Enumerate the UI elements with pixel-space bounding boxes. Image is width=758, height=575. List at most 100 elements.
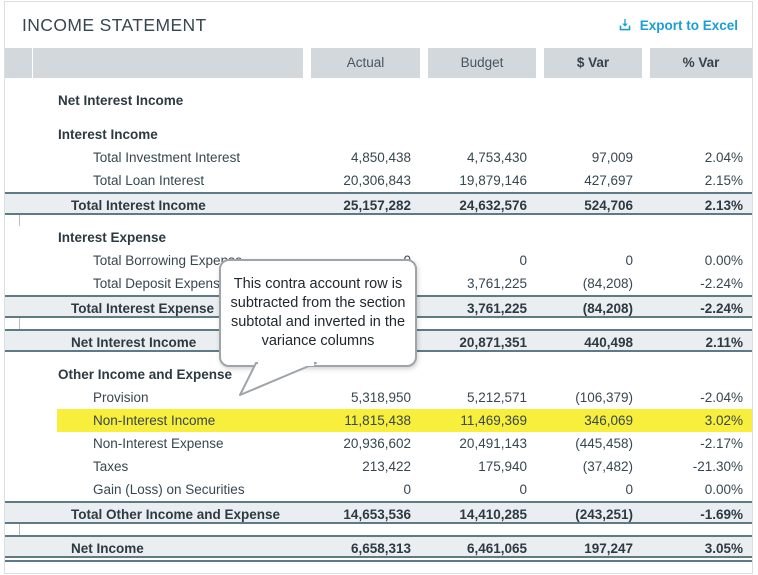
row-gutter bbox=[5, 89, 33, 112]
row-percent-var-value: -2.04% bbox=[642, 386, 752, 409]
row-dollar-var-value: 0 bbox=[536, 249, 642, 272]
row-gutter bbox=[5, 455, 33, 478]
row-actual-value: 25,157,282 bbox=[303, 194, 420, 213]
row-actual-value: 11,815,438 bbox=[303, 409, 420, 432]
row-gutter bbox=[5, 123, 33, 146]
row-dollar-var-value: 524,706 bbox=[536, 194, 642, 213]
row-actual-value: 4,850,438 bbox=[303, 146, 420, 169]
row-budget-value: 0 bbox=[420, 249, 536, 272]
income-statement-widget: INCOME STATEMENT Export to Excel Actual … bbox=[4, 1, 753, 574]
row-actual-value bbox=[303, 89, 420, 112]
row-dollar-var-value bbox=[536, 363, 642, 386]
row-gutter bbox=[5, 432, 33, 455]
row-actual-value: 213,422 bbox=[303, 455, 420, 478]
row-percent-var-value: -21.30% bbox=[642, 455, 752, 478]
row-budget-value: 19,879,146 bbox=[420, 169, 536, 192]
row-actual-value bbox=[303, 123, 420, 146]
export-to-excel-button[interactable]: Export to Excel bbox=[617, 17, 738, 33]
row-percent-var-value: 2.13% bbox=[642, 194, 752, 213]
row-percent-var-value bbox=[642, 363, 752, 386]
row-percent-var-value: 3.02% bbox=[642, 409, 752, 432]
row-label: Net Income bbox=[33, 537, 303, 556]
row-gutter bbox=[5, 478, 33, 501]
row-actual-value: 14,653,536 bbox=[303, 503, 420, 522]
row-budget-value: 14,410,285 bbox=[420, 503, 536, 522]
row-percent-var-value: -2.24% bbox=[642, 272, 752, 295]
row-gutter bbox=[5, 537, 33, 556]
export-label: Export to Excel bbox=[640, 18, 738, 33]
row-label: Gain (Loss) on Securities bbox=[33, 478, 303, 501]
row-budget-value bbox=[420, 89, 536, 112]
row-label: Total Loan Interest bbox=[33, 169, 303, 192]
header-label-cell bbox=[33, 48, 303, 78]
table-row: Total Interest Income25,157,28224,632,57… bbox=[5, 192, 752, 215]
header-gutter-cell bbox=[5, 48, 33, 78]
row-budget-value bbox=[420, 363, 536, 386]
row-dollar-var-value bbox=[536, 226, 642, 249]
row-budget-value: 20,871,351 bbox=[420, 331, 536, 350]
row-budget-value: 3,761,225 bbox=[420, 297, 536, 316]
row-actual-value: 20,306,843 bbox=[303, 169, 420, 192]
row-gutter bbox=[5, 226, 33, 249]
row-percent-var-value: -2.24% bbox=[642, 297, 752, 316]
row-budget-value: 24,632,576 bbox=[420, 194, 536, 213]
spacer-row bbox=[5, 215, 752, 226]
row-label: Net Interest Income bbox=[33, 89, 303, 112]
row-budget-value bbox=[420, 226, 536, 249]
spacer-row bbox=[5, 524, 752, 535]
title-bar: INCOME STATEMENT Export to Excel bbox=[5, 2, 752, 48]
row-percent-var-value: 2.04% bbox=[642, 146, 752, 169]
row-percent-var-value: 2.11% bbox=[642, 331, 752, 350]
row-dollar-var-value bbox=[536, 123, 642, 146]
row-label: Total Investment Interest bbox=[33, 146, 303, 169]
row-dollar-var-value: 197,247 bbox=[536, 537, 642, 556]
row-label: Interest Income bbox=[33, 123, 303, 146]
row-label: Non-Interest Income bbox=[33, 409, 303, 432]
row-budget-value bbox=[420, 123, 536, 146]
column-header-actual[interactable]: Actual bbox=[303, 48, 420, 78]
row-percent-var-value: 3.05% bbox=[642, 537, 752, 556]
table-row: Provision5,318,9505,212,571(106,379)-2.0… bbox=[5, 386, 752, 409]
row-budget-value: 11,469,369 bbox=[420, 409, 536, 432]
row-actual-value: 20,936,602 bbox=[303, 432, 420, 455]
table-row: Interest Income bbox=[5, 123, 752, 146]
page-title: INCOME STATEMENT bbox=[22, 15, 207, 36]
column-header-percent-var[interactable]: % Var bbox=[642, 48, 752, 78]
row-gutter bbox=[5, 503, 33, 522]
row-label: Taxes bbox=[33, 455, 303, 478]
row-dollar-var-value: (37,482) bbox=[536, 455, 642, 478]
row-actual-value bbox=[303, 226, 420, 249]
row-gutter bbox=[5, 169, 33, 192]
row-dollar-var-value: 0 bbox=[536, 478, 642, 501]
row-gutter bbox=[5, 249, 33, 272]
row-gutter bbox=[5, 297, 33, 316]
callout-tail bbox=[221, 362, 321, 398]
row-label: Non-Interest Expense bbox=[33, 432, 303, 455]
row-percent-var-value: -2.17% bbox=[642, 432, 752, 455]
row-gutter bbox=[5, 272, 33, 295]
row-budget-value: 6,461,065 bbox=[420, 537, 536, 556]
row-budget-value: 5,212,571 bbox=[420, 386, 536, 409]
row-percent-var-value: -1.69% bbox=[642, 503, 752, 522]
row-budget-value: 3,761,225 bbox=[420, 272, 536, 295]
table-row: Total Loan Interest20,306,84319,879,1464… bbox=[5, 169, 752, 192]
column-header-dollar-var[interactable]: $ Var bbox=[536, 48, 642, 78]
row-dollar-var-value bbox=[536, 89, 642, 112]
row-dollar-var-value: (243,251) bbox=[536, 503, 642, 522]
row-budget-value: 175,940 bbox=[420, 455, 536, 478]
row-budget-value: 4,753,430 bbox=[420, 146, 536, 169]
row-actual-value: 6,658,313 bbox=[303, 537, 420, 556]
row-percent-var-value: 2.15% bbox=[642, 169, 752, 192]
spacer-row bbox=[5, 112, 752, 123]
row-label: Interest Expense bbox=[33, 226, 303, 249]
row-budget-value: 20,491,143 bbox=[420, 432, 536, 455]
table-row: Taxes213,422175,940(37,482)-21.30% bbox=[5, 455, 752, 478]
row-dollar-var-value: 427,697 bbox=[536, 169, 642, 192]
row-dollar-var-value: 440,498 bbox=[536, 331, 642, 350]
table-row: Gain (Loss) on Securities0000.00% bbox=[5, 478, 752, 501]
row-dollar-var-value: 346,069 bbox=[536, 409, 642, 432]
download-icon bbox=[617, 17, 633, 33]
table-row: Total Investment Interest4,850,4384,753,… bbox=[5, 146, 752, 169]
row-gutter bbox=[5, 363, 33, 386]
column-header-budget[interactable]: Budget bbox=[420, 48, 536, 78]
